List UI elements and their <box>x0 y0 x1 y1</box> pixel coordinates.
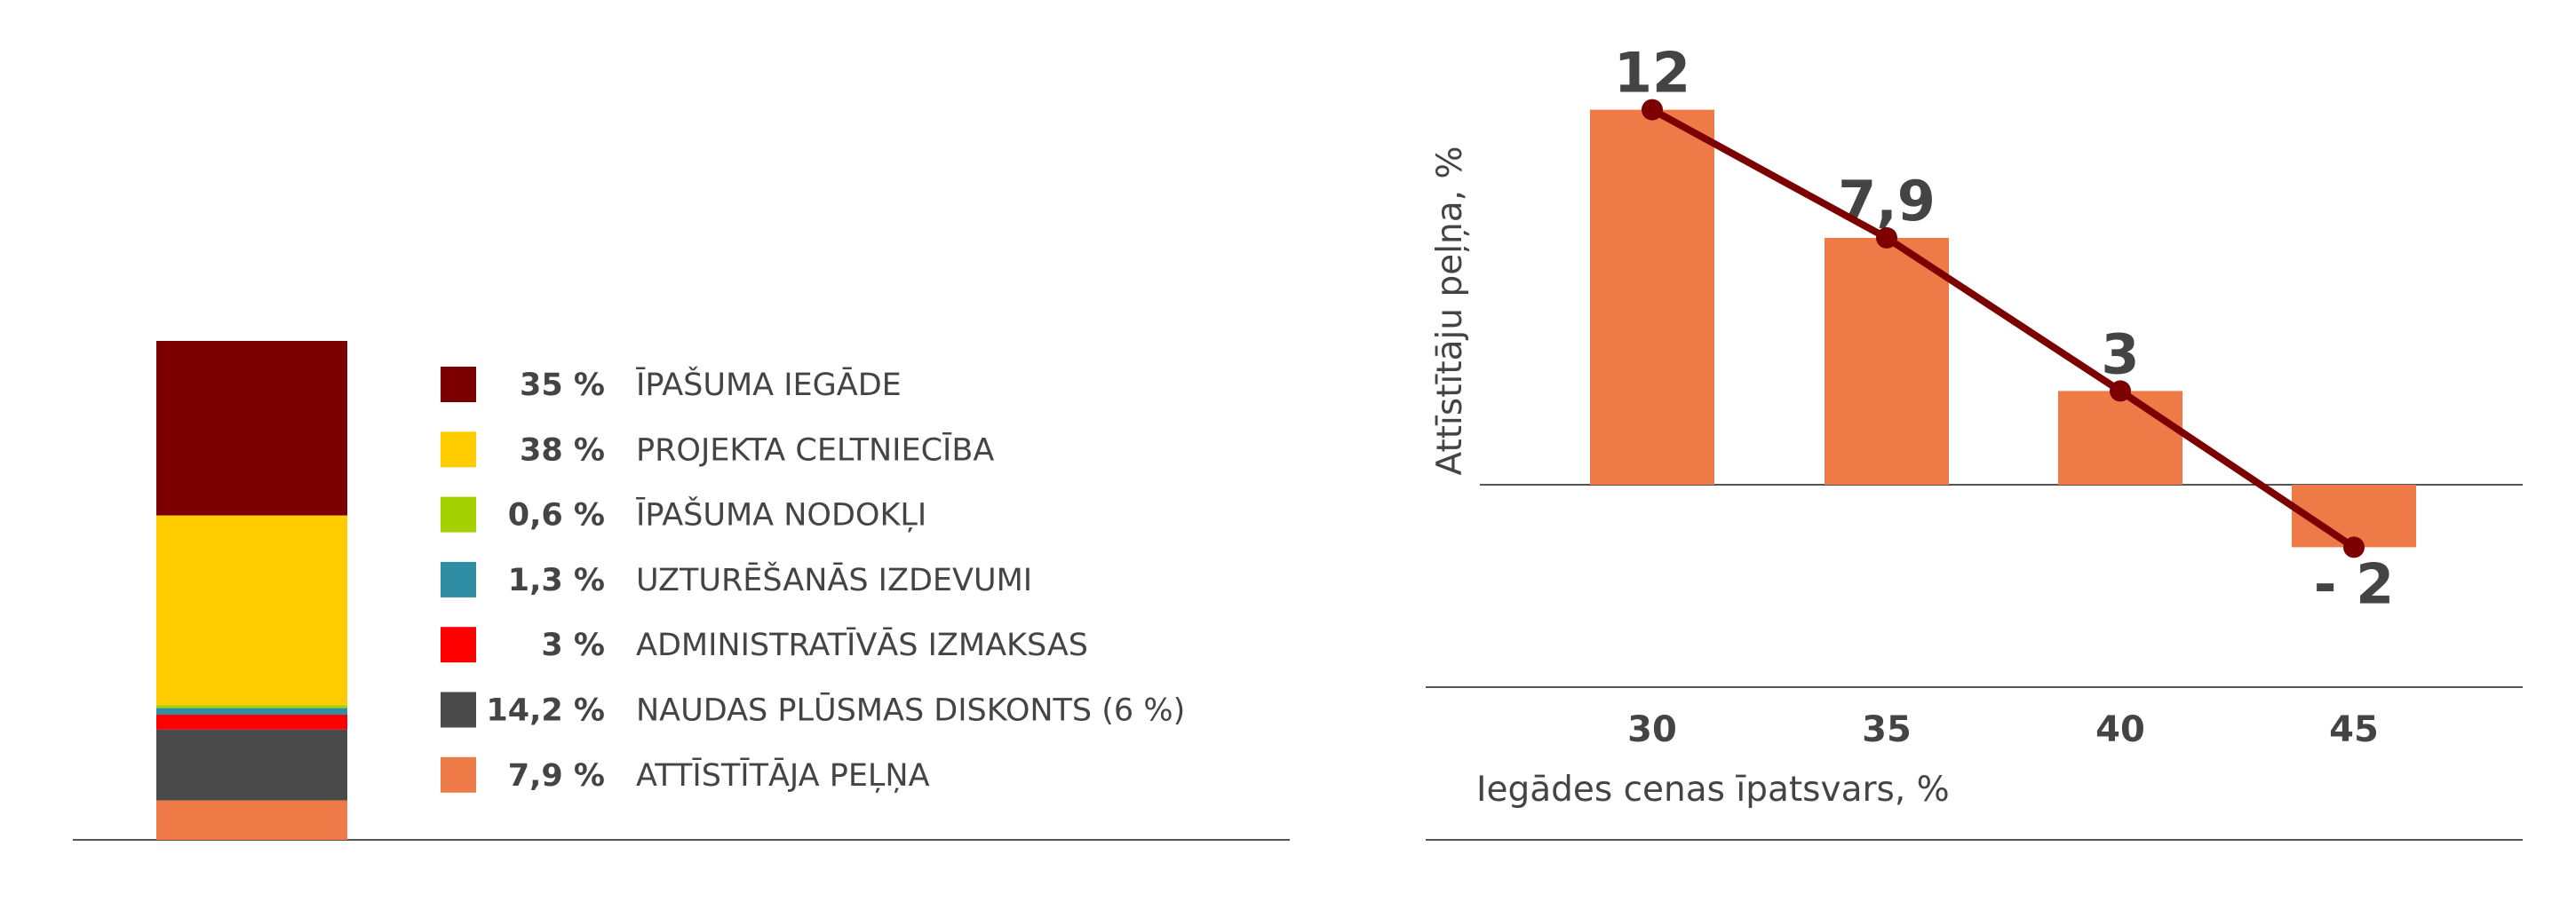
legend-value-4: 1,3 % <box>508 563 605 598</box>
legend-swatch-7 <box>441 756 476 793</box>
stack-segment-5 <box>156 714 347 730</box>
legend-label-3: ĪPAŠUMA NODOKĻI <box>636 496 926 534</box>
trend-point-40 <box>2110 380 2131 402</box>
legend-label-5: ADMINISTRATĪVĀS IZMAKSAS <box>636 627 1088 663</box>
legend-value-6: 14,2 % <box>486 693 605 729</box>
stack-segment-1 <box>156 341 347 516</box>
trend-point-45 <box>2343 536 2365 558</box>
legend-label-4: UZTURĒŠANĀS IZDEVUMI <box>636 561 1032 598</box>
legend-value-7: 7,9 % <box>508 758 605 794</box>
data-label-40: 3 <box>2101 321 2139 386</box>
stack-segment-4 <box>156 708 347 715</box>
trend-line <box>1642 99 2365 558</box>
legend-label-6: NAUDAS PLŪSMAS DISKONTS (6 %) <box>636 692 1185 729</box>
tick-label-40: 40 <box>2095 709 2145 750</box>
stacked-bar <box>156 341 347 840</box>
legend-swatch-1 <box>441 367 476 402</box>
legend-value-3: 0,6 % <box>508 498 605 534</box>
legend-label-1: ĪPAŠUMA IEGĀDE <box>636 366 902 403</box>
x-axis-title: Iegādes cenas īpatsvars, % <box>1476 770 1950 810</box>
bar-40 <box>2058 391 2182 485</box>
legend-value-1: 35 % <box>520 368 605 403</box>
legend-value-5: 3 % <box>541 628 605 663</box>
trend-point-35 <box>1876 226 1897 249</box>
bar-35 <box>1825 237 1949 485</box>
legend: 35 % ĪPAŠUMA IEGĀDE 38 % PROJEKTA CELTNIECĪ… <box>441 366 1185 794</box>
y-axis-title: Attīstītāju peļņa, % <box>1430 146 1470 475</box>
legend-swatch-3 <box>441 496 476 533</box>
bar-30 <box>1590 109 1714 485</box>
stack-segment-7 <box>156 800 347 840</box>
legend-label-7: ATTĪSTĪTĀJA PEĻŅA <box>636 757 930 794</box>
legend-swatch-2 <box>441 431 476 468</box>
stacked-cost-chart: 35 % ĪPAŠUMA IEGĀDE 38 % PROJEKTA CELTNIECĪ… <box>73 341 1290 841</box>
tick-label-45: 45 <box>2329 709 2379 750</box>
legend-swatch-4 <box>441 561 476 597</box>
tick-label-30: 30 <box>1627 709 1677 750</box>
bars: 12 7,9 3 - 2 <box>1590 41 2416 616</box>
legend-swatch-6 <box>441 692 476 728</box>
profit-chart: 127,93- 2 30 35 40 45 Attīstītāju peļņa, % … <box>1426 41 2523 841</box>
data-label-30: 12 <box>1614 41 1690 106</box>
legend-swatch-5 <box>441 627 476 663</box>
tick-label-35: 35 <box>1862 709 1912 750</box>
data-label-35: 7,9 <box>1838 169 1936 233</box>
legend-label-2: PROJEKTA CELTNIECĪBA <box>636 431 994 468</box>
trend-point-30 <box>1642 99 1663 121</box>
stack-segment-2 <box>156 515 347 706</box>
stack-segment-3 <box>156 705 347 708</box>
legend-value-2: 38 % <box>520 432 605 468</box>
data-label-45: - 2 <box>2314 551 2394 616</box>
x-tick-labels: 30 35 40 45 <box>1627 709 2379 750</box>
trend-line-path <box>1649 106 2357 551</box>
stack-segment-6 <box>156 729 347 801</box>
